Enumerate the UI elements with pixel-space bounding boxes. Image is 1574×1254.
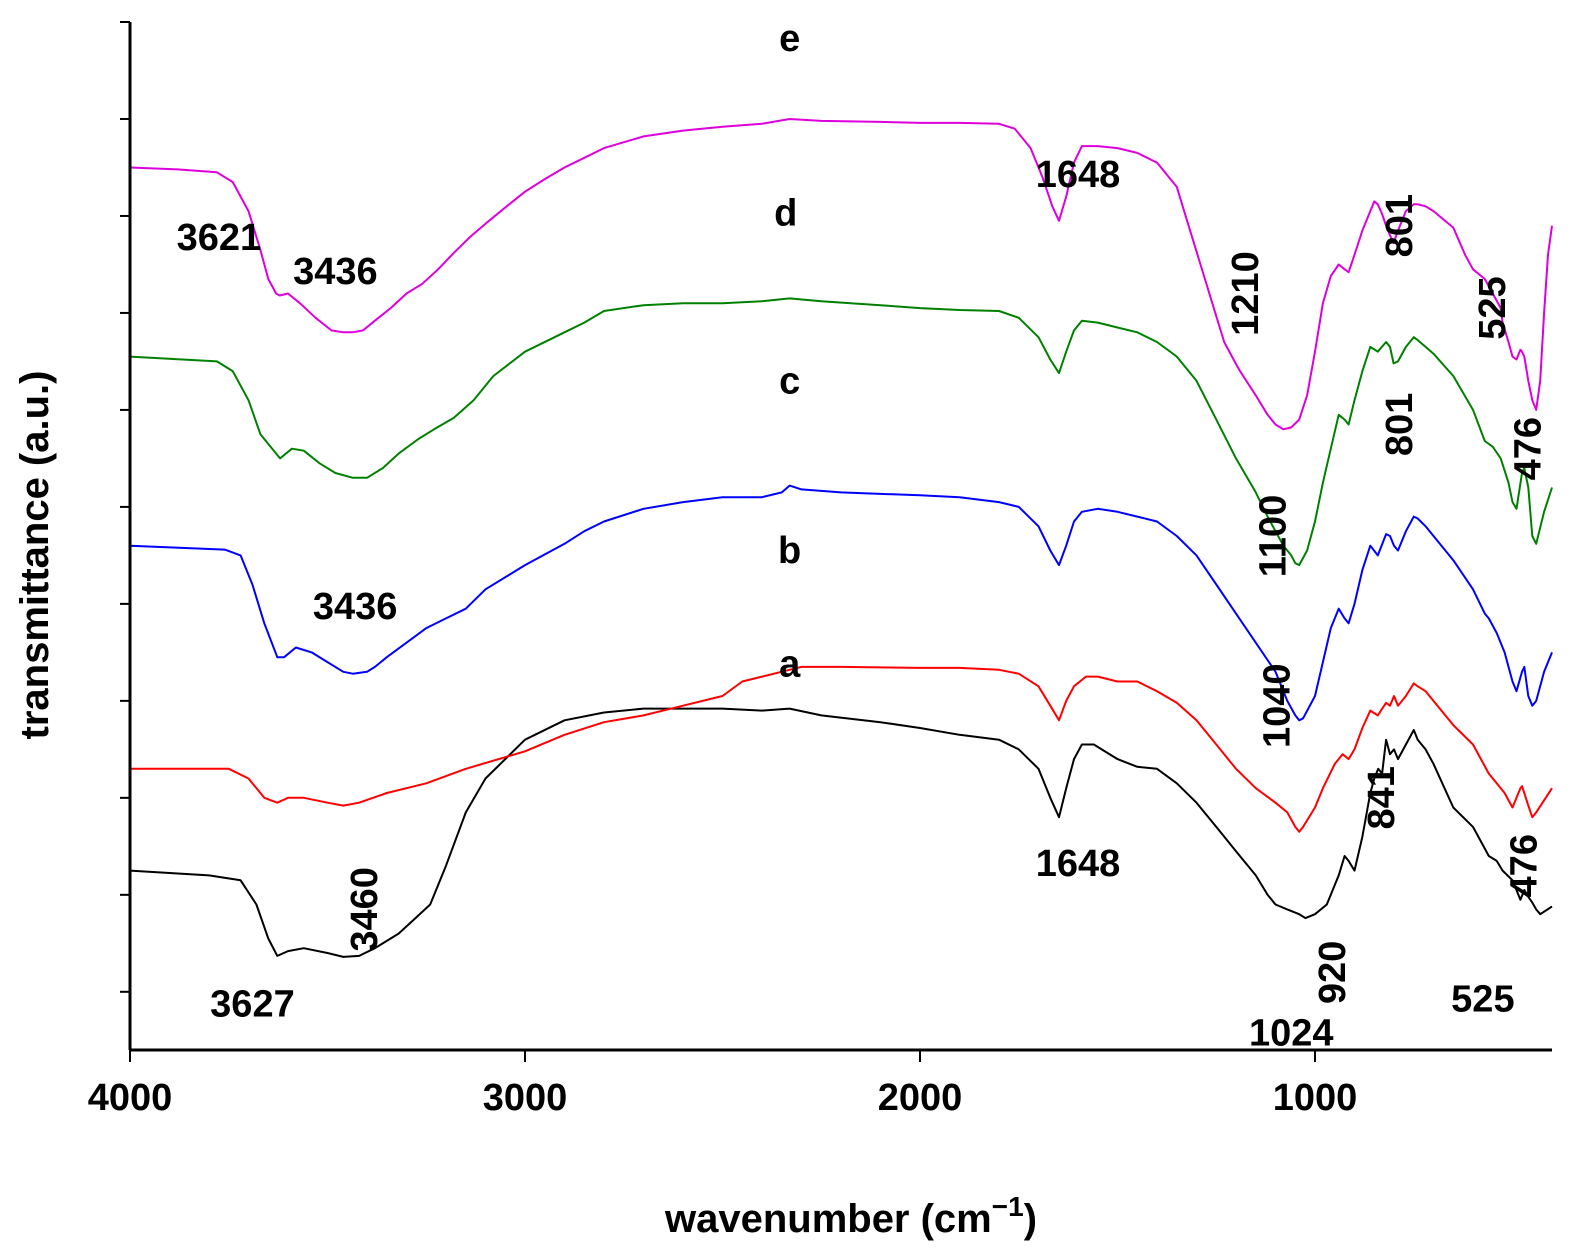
peak-label-1648: 1648 <box>1036 843 1121 885</box>
x-axis-title-superscript: −1 <box>992 1191 1024 1222</box>
peak-label-1040: 1040 <box>1256 663 1298 748</box>
series-line-b <box>130 665 1553 833</box>
series-label-d: d <box>774 193 797 235</box>
x-axis-title-main: wavenumber (cm <box>664 1197 992 1241</box>
peak-label-3627: 3627 <box>210 983 295 1025</box>
series-label-e: e <box>779 18 800 60</box>
series-line-e <box>129 118 1553 431</box>
peak-label-920: 920 <box>1312 941 1354 1004</box>
peak-label-3460: 3460 <box>344 867 386 952</box>
series-label-a: a <box>779 644 801 686</box>
series-label-c: c <box>779 360 800 402</box>
peak-label-3621: 3621 <box>177 217 262 259</box>
peak-label-1100: 1100 <box>1253 495 1295 577</box>
peak-label-525: 525 <box>1472 276 1514 339</box>
peak-label-476: 476 <box>1507 417 1549 480</box>
peak-annotations: 3627 3460 3436 3436 3621 1648 1648 1210 1100 1040… <box>177 154 1550 1054</box>
plot-lines <box>129 118 1553 958</box>
axes: 4000 3000 2000 1000 <box>88 21 1552 1119</box>
peak-label-841: 841 <box>1361 766 1403 829</box>
series-labels: a b c d e <box>774 18 801 686</box>
x-axis-title-suffix: ) <box>1024 1197 1037 1241</box>
x-tick-label: 2000 <box>878 1077 963 1119</box>
series-line-d <box>129 297 1553 567</box>
peak-label-3436: 3436 <box>293 251 378 293</box>
peak-label-476: 476 <box>1503 834 1545 897</box>
x-tick-label: 4000 <box>88 1077 173 1119</box>
series-line-c <box>129 484 1553 722</box>
peak-label-1210: 1210 <box>1225 251 1267 336</box>
x-axis-title: wavenumber (cm−1) <box>664 1191 1037 1241</box>
series-label-b: b <box>778 530 801 572</box>
x-tick-label: 1000 <box>1273 1077 1358 1119</box>
peak-label-801: 801 <box>1379 393 1421 456</box>
x-tick-label: 3000 <box>483 1077 568 1119</box>
peak-label-525: 525 <box>1451 979 1514 1021</box>
peak-label-1024: 1024 <box>1249 1012 1334 1054</box>
peak-label-3436: 3436 <box>313 586 398 628</box>
peak-label-801: 801 <box>1379 194 1421 257</box>
y-axis-title: transmittance (a.u.) <box>13 371 57 740</box>
peak-label-1648: 1648 <box>1036 154 1121 196</box>
series-line-a <box>129 707 1553 958</box>
